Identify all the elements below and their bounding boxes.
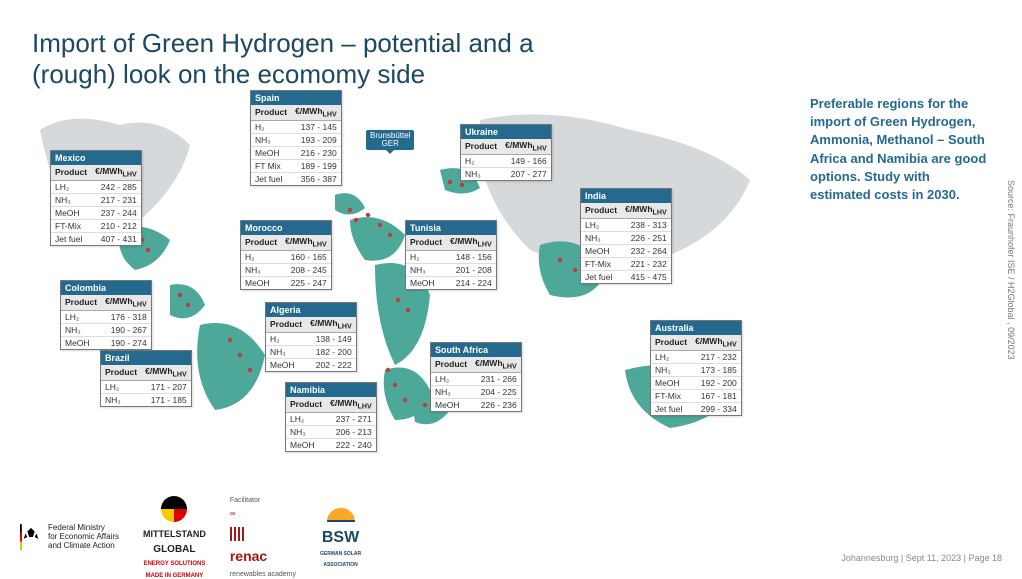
bsw-s2: ASSOCIATION <box>323 563 357 568</box>
country-header: Mexico <box>51 151 141 165</box>
mg-l4: MADE IN GERMANY <box>146 573 204 579</box>
source-credit: Source: Fraunhofer ISE / H2Global , 09/2… <box>1006 180 1016 360</box>
country-header: Ukraine <box>461 125 551 139</box>
page-title: Import of Green Hydrogen – potential and… <box>32 28 534 90</box>
mg-l3: ENERGY SOLUTIONS <box>143 561 205 567</box>
logo-bmwk: Federal Ministry for Economic Affairs an… <box>20 524 119 550</box>
mg-l2: GLOBAL <box>153 545 195 555</box>
logo-mittelstand-global: MITTELSTAND GLOBAL ENERGY SOLUTIONS MADE… <box>143 496 206 579</box>
country-table: Product€/MWhLHVLH₂217 - 232NH₃173 - 185M… <box>651 335 741 415</box>
bsw-s1: GERMAN SOLAR <box>320 552 361 557</box>
country-box-morocco: MoroccoProduct€/MWhLHVH₂160 - 165NH₃208 … <box>240 220 332 290</box>
logo-renac: Facilitator ∞ renac renewables academy <box>230 497 296 579</box>
country-box-ukraine: UkraineProduct€/MWhLHVH₂149 - 166NH₃207 … <box>460 124 552 181</box>
mg-l1: MITTELSTAND <box>143 530 206 539</box>
country-header: Morocco <box>241 221 331 235</box>
country-header: Tunisia <box>406 221 496 235</box>
country-box-brazil: BrazilProduct€/MWhLHVLH₂171 - 207NH₃171 … <box>100 350 192 407</box>
country-box-spain: SpainProduct€/MWhLHVH₂137 - 145NH₃193 - … <box>250 90 342 186</box>
country-table: Product€/MWhLHVLH₂237 - 271NH₃206 - 213M… <box>286 397 376 451</box>
country-box-colombia: ColombiaProduct€/MWhLHVLH₂176 - 318NH₃19… <box>60 280 152 350</box>
bsw-name: BSW <box>322 530 359 546</box>
country-header: Colombia <box>61 281 151 295</box>
country-table: Product€/MWhLHVH₂148 - 156NH₃201 - 208Me… <box>406 235 496 289</box>
world-map: BrunsbüttelGER MexicoProduct€/MWhLHVLH₂2… <box>30 90 770 470</box>
renac-sub: renewables academy <box>230 571 296 579</box>
country-table: Product€/MWhLHVH₂137 - 145NH₃193 - 209Me… <box>251 105 341 185</box>
country-box-south-africa: South AfricaProduct€/MWhLHVLH₂231 - 266N… <box>430 342 522 412</box>
country-table: Product€/MWhLHVLH₂242 - 285NH₃217 - 231M… <box>51 165 141 245</box>
country-table: Product€/MWhLHVH₂160 - 165NH₃208 - 245Me… <box>241 235 331 289</box>
country-box-algeria: AlgeriaProduct€/MWhLHVH₂138 - 149NH₃182 … <box>265 302 357 372</box>
country-table: Product€/MWhLHVLH₂176 - 318NH₃190 - 267M… <box>61 295 151 349</box>
country-header: South Africa <box>431 343 521 357</box>
country-box-india: IndiaProduct€/MWhLHVLH₂238 - 313NH₃226 -… <box>580 188 672 284</box>
country-table: Product€/MWhLHVLH₂231 - 266NH₃204 - 225M… <box>431 357 521 411</box>
logo-bsw: BSW GERMAN SOLAR ASSOCIATION <box>320 508 361 568</box>
bmwk-l3: and Climate Action <box>48 542 119 551</box>
country-header: Australia <box>651 321 741 335</box>
country-box-tunisia: TunisiaProduct€/MWhLHVH₂148 - 156NH₃201 … <box>405 220 497 290</box>
country-table: Product€/MWhLHVH₂149 - 166NH₃207 - 277 <box>461 139 551 180</box>
side-description: Preferable regions for the import of Gre… <box>810 95 990 204</box>
country-box-australia: AustraliaProduct€/MWhLHVLH₂217 - 232NH₃1… <box>650 320 742 416</box>
title-line-2: (rough) look on the ecomomy side <box>32 59 425 89</box>
country-box-namibia: NamibiaProduct€/MWhLHVLH₂237 - 271NH₃206… <box>285 382 377 452</box>
country-table: Product€/MWhLHVH₂138 - 149NH₃182 - 200Me… <box>266 317 356 371</box>
country-box-mexico: MexicoProduct€/MWhLHVLH₂242 - 285NH₃217 … <box>50 150 142 246</box>
country-header: India <box>581 189 671 203</box>
page-info: Johannesburg | Sept 11, 2023 | Page 18 <box>841 553 1002 563</box>
country-header: Spain <box>251 91 341 105</box>
destination-marker: BrunsbüttelGER <box>366 130 414 150</box>
renac-name: renac <box>230 549 267 564</box>
country-header: Brazil <box>101 351 191 365</box>
country-header: Namibia <box>286 383 376 397</box>
country-table: Product€/MWhLHVLH₂171 - 207NH₃171 - 185 <box>101 365 191 406</box>
country-header: Algeria <box>266 303 356 317</box>
renac-fac: Facilitator <box>230 497 260 505</box>
title-line-1: Import of Green Hydrogen – potential and… <box>32 28 534 58</box>
country-table: Product€/MWhLHVLH₂238 - 313NH₃226 - 251M… <box>581 203 671 283</box>
